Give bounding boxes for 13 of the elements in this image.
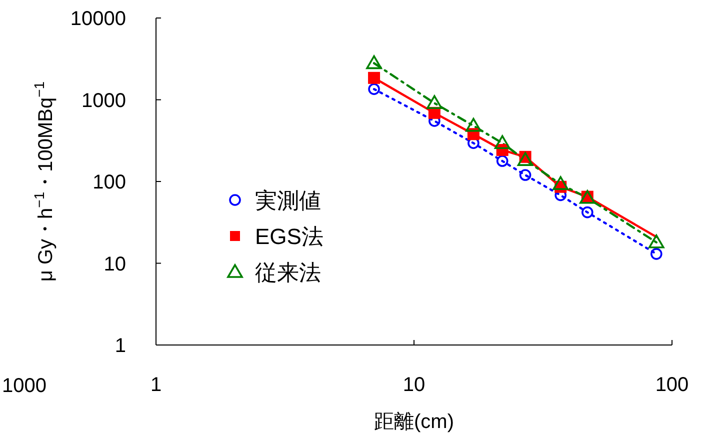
x-tick-label: 1 bbox=[150, 374, 162, 396]
y-tick-label: 10 bbox=[104, 253, 126, 276]
legend-label: EGS法 bbox=[255, 224, 324, 249]
y-tick-label: 1 bbox=[114, 335, 126, 357]
y-tick-label: 1000 bbox=[82, 90, 126, 112]
y-tick-label: 10000 bbox=[70, 8, 126, 30]
legend-label: 実測値 bbox=[255, 188, 321, 213]
x-tick-label: 100 bbox=[655, 374, 689, 396]
y-tick-label: 100 bbox=[92, 172, 126, 194]
x-tick-label: 10 bbox=[402, 374, 426, 396]
legend-label: 従来法 bbox=[255, 260, 321, 285]
text: 1000 bbox=[2, 375, 46, 397]
x-axis-title: 距離(cm) bbox=[374, 411, 454, 433]
